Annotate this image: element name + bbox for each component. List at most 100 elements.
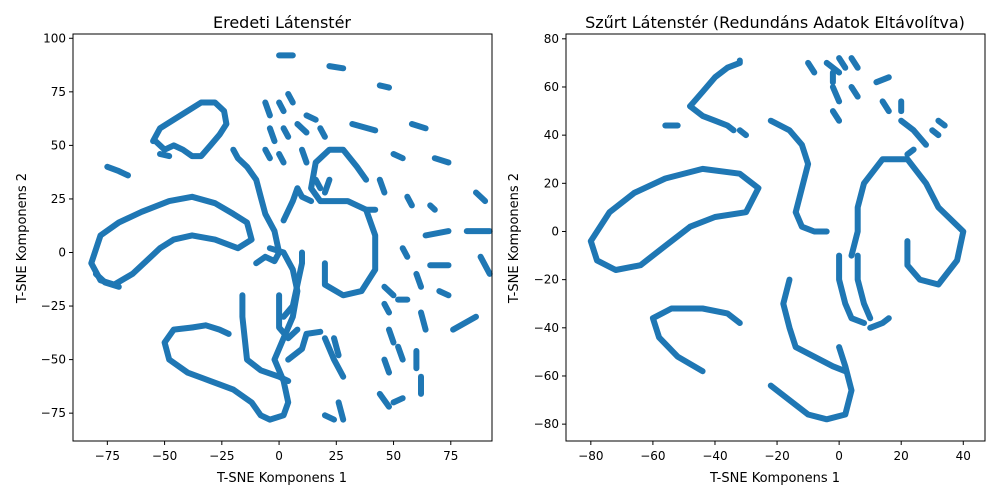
left-point-cluster-curve — [189, 322, 232, 337]
left-point-cluster-segment — [381, 283, 397, 299]
right-point-cluster-curve — [649, 305, 743, 375]
left-y-ticks: −75 −50 −25 0 25 50 75 100 — [41, 31, 73, 420]
right-point-cluster-segment — [904, 146, 917, 158]
left-point-cluster-segment — [326, 63, 347, 72]
left-point-cluster-segment — [399, 245, 411, 260]
left-point-cluster-segment — [381, 300, 392, 316]
left-point-cluster-curve — [276, 292, 301, 342]
left-point-cluster-curve — [230, 146, 283, 267]
left-point-cluster-curve — [104, 163, 131, 179]
left-x-tick-label: 0 — [275, 449, 283, 463]
left-chart-title: Eredeti Látenstér — [213, 13, 351, 32]
left-y-axis-label: T-SNE Komponens 2 — [15, 173, 30, 304]
right-x-ticks: −80 −60 −40 −20 0 20 40 — [578, 441, 971, 463]
right-y-tick-label: 40 — [544, 128, 559, 142]
right-point-cluster-segment — [829, 108, 843, 124]
right-plot-frame — [565, 33, 986, 442]
left-point-cluster-segment — [321, 412, 337, 423]
left-x-tick-label: 75 — [443, 449, 458, 463]
left-point-cluster-segment — [376, 176, 388, 196]
left-y-tick-label: 0 — [58, 245, 66, 259]
left-data-points — [88, 52, 493, 423]
left-y-tick-label: 50 — [51, 138, 66, 152]
left-point-cluster-curve — [157, 151, 173, 160]
right-point-cluster-segment — [823, 59, 843, 76]
right-y-tick-label: −40 — [534, 321, 559, 335]
left-point-cluster-segment — [262, 99, 273, 119]
right-point-cluster-segment — [929, 127, 942, 139]
left-point-cluster-segment — [386, 326, 397, 346]
right-chart-title: Szűrt Látenstér (Redundáns Adatok Eltávo… — [585, 13, 965, 32]
right-point-cluster-curve — [687, 103, 737, 134]
left-point-cluster-curve — [280, 185, 315, 224]
right-point-cluster-curve — [780, 276, 849, 375]
left-point-cluster-segment — [431, 155, 452, 166]
left-x-tick-label: −75 — [95, 449, 120, 463]
right-x-tick-label: 0 — [835, 449, 843, 463]
right-y-tick-label: 80 — [544, 32, 559, 46]
right-point-cluster-segment — [805, 59, 818, 76]
left-point-cluster-segment — [381, 356, 392, 376]
right-x-tick-label: 40 — [956, 449, 971, 463]
left-point-cluster-segment — [404, 193, 415, 209]
left-point-cluster-curve — [150, 99, 230, 160]
right-point-cluster-segment — [879, 98, 892, 115]
right-x-tick-label: −20 — [764, 449, 789, 463]
left-point-cluster-segment — [473, 189, 489, 205]
right-y-ticks: −80 −60 −40 −20 0 20 40 60 80 — [534, 32, 566, 431]
right-x-tick-label: −80 — [578, 449, 603, 463]
right-point-cluster-curve — [836, 252, 867, 326]
left-point-cluster-segment — [418, 309, 429, 333]
right-point-cluster-segment — [873, 74, 892, 86]
right-point-cluster-segment — [848, 55, 861, 71]
left-point-cluster-curve — [92, 270, 122, 290]
left-point-cluster-curve — [88, 193, 255, 288]
left-y-tick-label: −50 — [41, 353, 66, 367]
right-point-cluster-segment — [836, 55, 849, 71]
right-scatter-plot: Szűrt Látenstér (Redundáns Adatok Eltávo… — [507, 13, 986, 486]
left-point-cluster-segment — [376, 390, 392, 410]
left-point-cluster-segment — [427, 202, 438, 213]
left-point-cluster-curve — [239, 292, 292, 384]
right-point-cluster-segment — [829, 84, 843, 105]
right-y-tick-label: 60 — [544, 80, 559, 94]
left-point-cluster-segment — [335, 399, 347, 423]
left-point-cluster-curve — [308, 146, 379, 299]
left-point-cluster-segment — [390, 395, 406, 406]
left-y-tick-label: −25 — [41, 299, 66, 313]
left-y-tick-label: 75 — [51, 85, 66, 99]
left-y-tick-label: 100 — [43, 31, 66, 45]
left-point-cluster-segment — [266, 125, 278, 145]
left-point-cluster-segment — [280, 125, 292, 140]
left-point-cluster-segment — [276, 99, 287, 115]
left-point-cluster-segment — [477, 253, 493, 277]
left-point-cluster-curve — [321, 335, 347, 380]
right-data-points — [587, 55, 967, 423]
right-point-cluster-curve — [736, 127, 749, 139]
right-point-cluster-curve — [867, 315, 892, 331]
left-x-tick-label: −50 — [152, 449, 177, 463]
right-y-tick-label: 20 — [544, 176, 559, 190]
left-point-cluster-segment — [436, 288, 452, 299]
left-x-tick-label: 25 — [329, 449, 344, 463]
left-x-ticks: −75 −50 −25 0 25 50 75 — [95, 441, 458, 463]
left-point-cluster-segment — [422, 228, 452, 239]
left-point-cluster-segment — [294, 121, 310, 136]
right-point-cluster-curve — [848, 156, 967, 288]
left-point-cluster-segment — [321, 176, 333, 196]
right-point-cluster-curve — [767, 117, 830, 235]
right-y-tick-label: −20 — [534, 273, 559, 287]
left-point-cluster-segment — [317, 125, 328, 140]
left-plot-frame — [72, 33, 493, 442]
left-x-tick-label: 50 — [386, 449, 401, 463]
right-x-tick-label: −60 — [640, 449, 665, 463]
left-point-cluster-segment — [395, 343, 406, 363]
left-point-cluster-segment — [349, 121, 379, 134]
left-x-axis-label: T-SNE Komponens 1 — [216, 471, 347, 486]
right-point-cluster-curve — [898, 117, 929, 148]
left-point-cluster-segment — [413, 270, 424, 290]
left-point-cluster-curve — [285, 328, 324, 363]
right-point-cluster-segment — [935, 117, 948, 129]
left-point-cluster-segment — [262, 146, 273, 162]
